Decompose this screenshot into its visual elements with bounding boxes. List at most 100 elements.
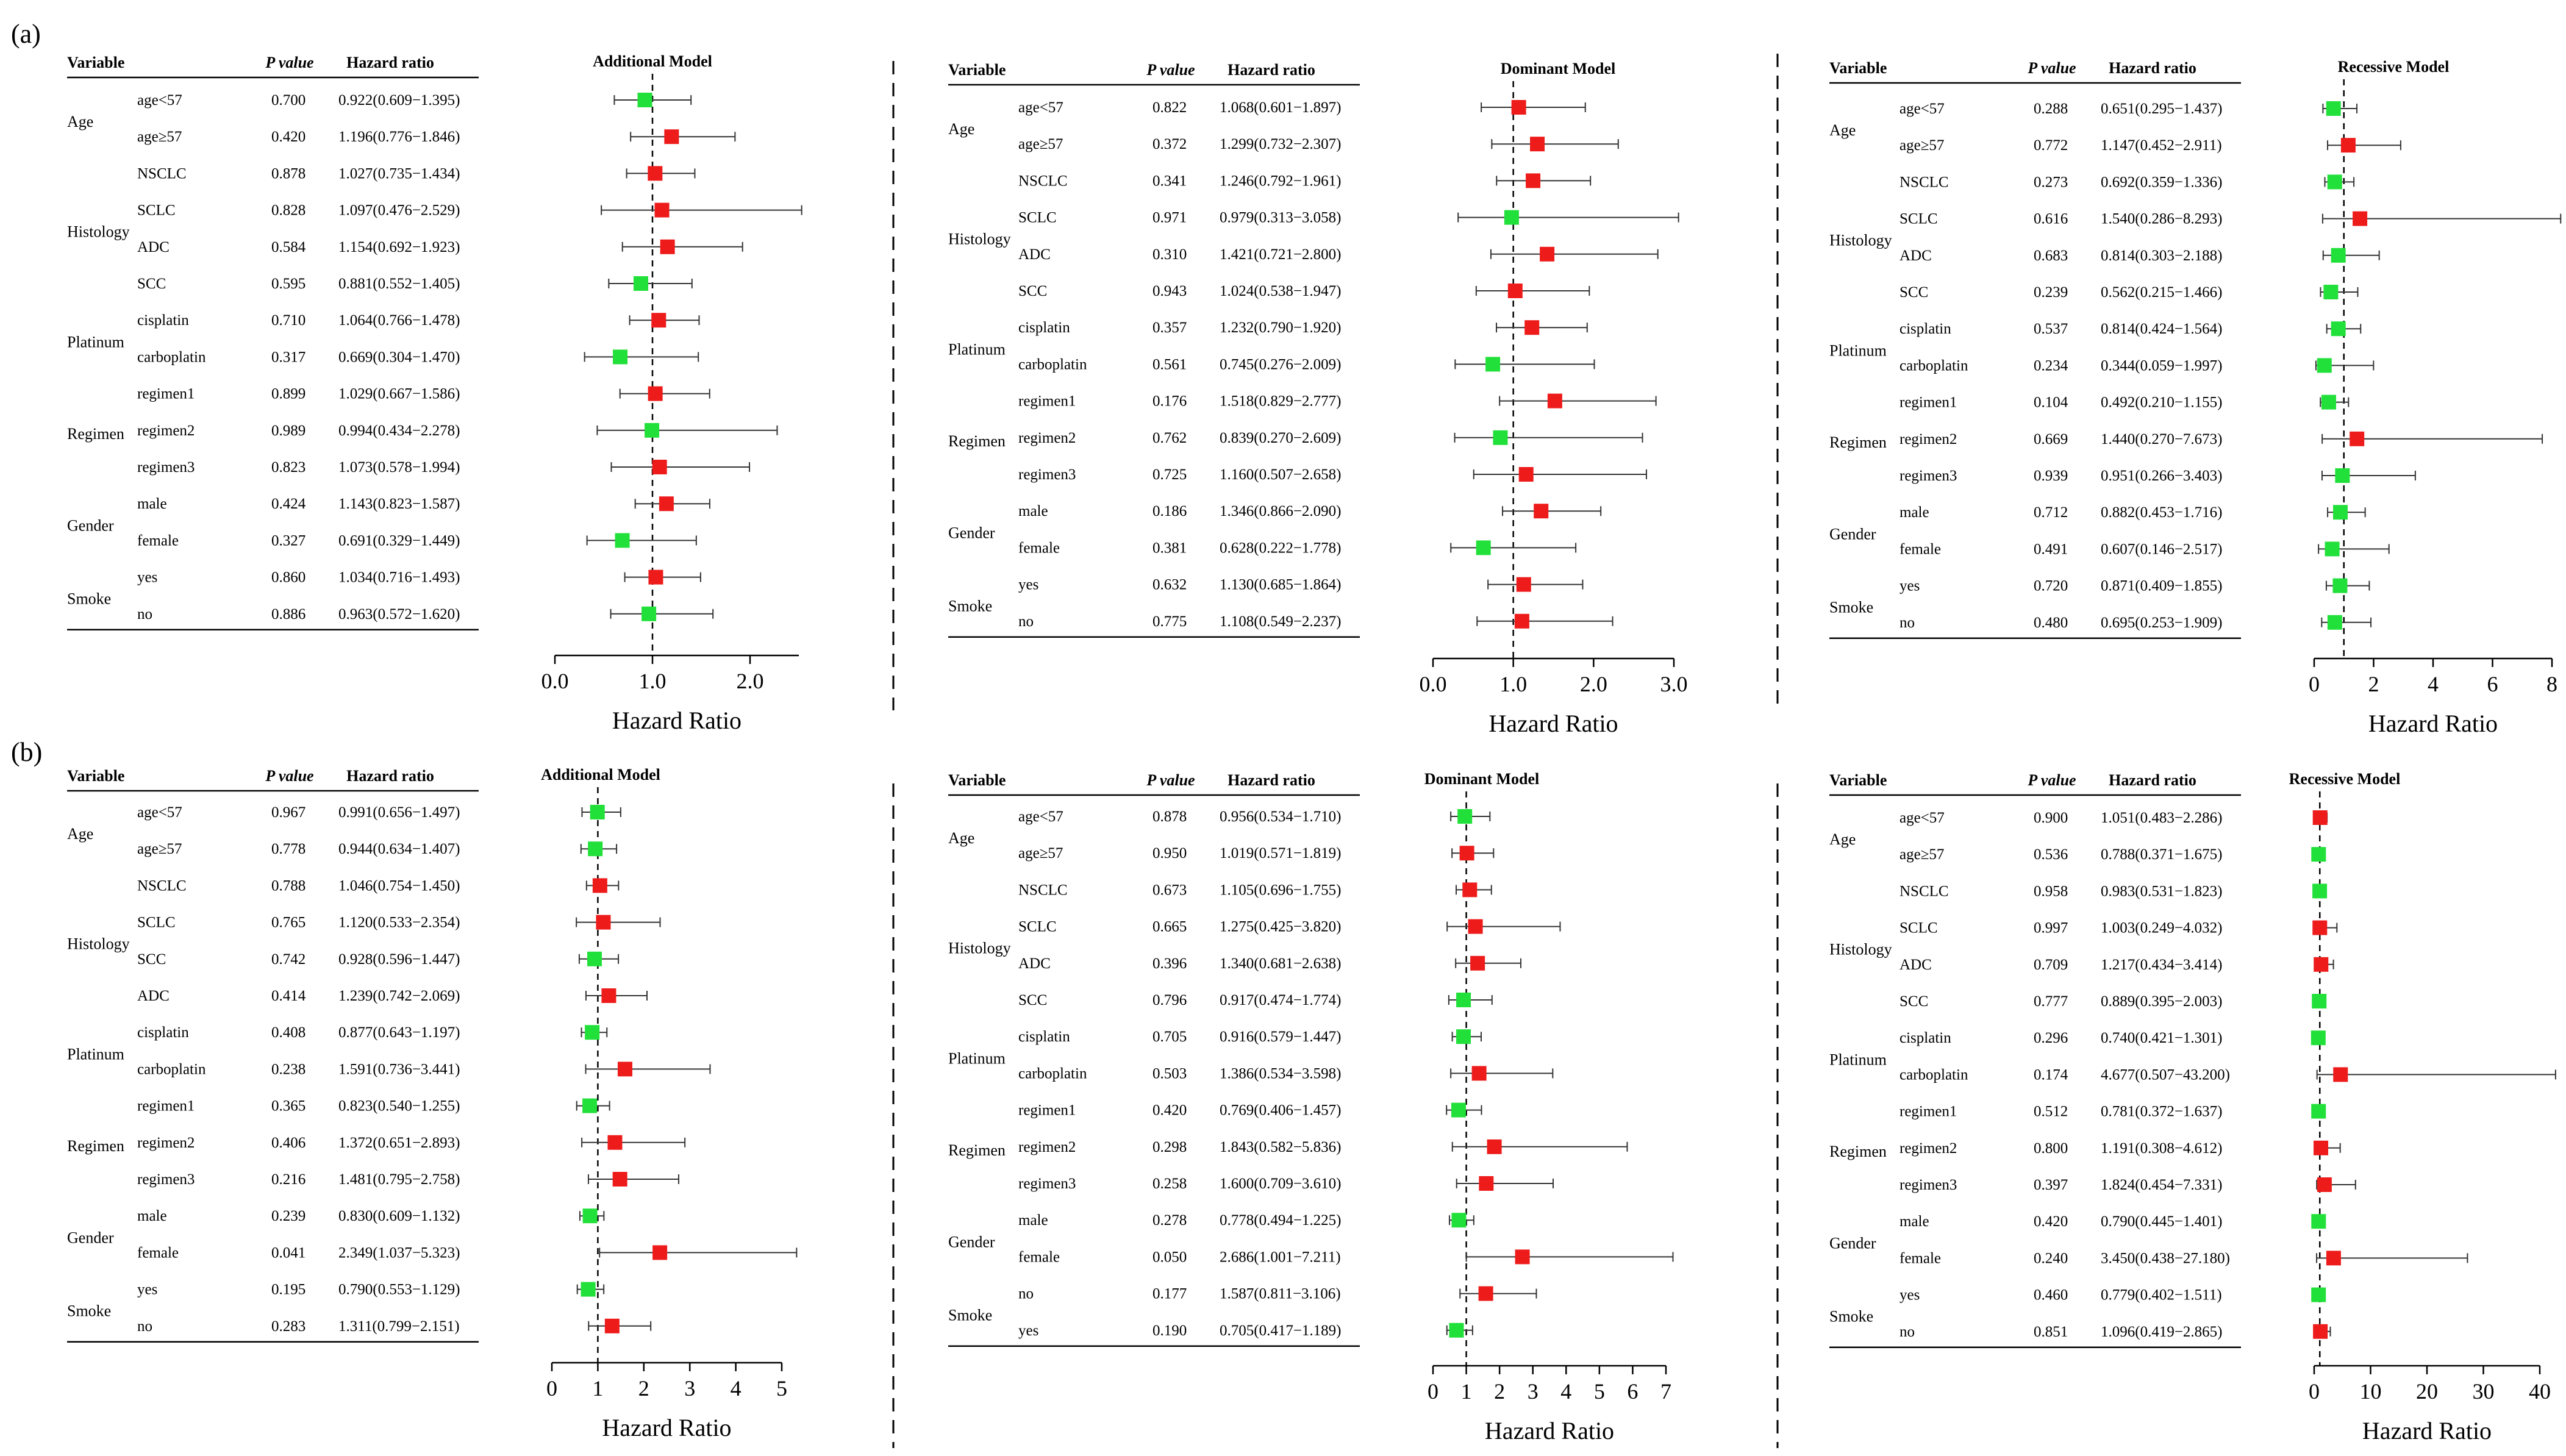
row-hazard-ratio: 1.232(0.790−1.920)	[1220, 319, 1342, 336]
hazard-ratio-point	[582, 1208, 598, 1224]
hazard-ratio-point	[2331, 248, 2346, 263]
row-label: male	[1018, 1212, 1048, 1229]
row-hazard-ratio: 0.740(0.421−1.301)	[2101, 1030, 2223, 1046]
row-p-value: 0.595	[271, 276, 306, 292]
row-p-value: 0.190	[1153, 1322, 1187, 1339]
row-p-value: 0.851	[2034, 1324, 2068, 1340]
group-label: Smoke	[67, 1302, 111, 1320]
group-label: Gender	[67, 516, 114, 534]
row-p-value: 0.258	[1153, 1176, 1187, 1192]
row-hazard-ratio: 0.823(0.540−1.255)	[338, 1098, 460, 1115]
row-p-value: 0.958	[2034, 883, 2068, 899]
hazard-ratio-point	[1468, 919, 1483, 934]
hazard-ratio-point	[1534, 504, 1549, 519]
hazard-ratio-point	[659, 496, 674, 512]
x-tick-label: 2	[1494, 1379, 1505, 1404]
hazard-ratio-point	[2325, 541, 2340, 557]
row-label: male	[1899, 504, 1929, 521]
row-p-value: 0.288	[2034, 101, 2068, 117]
row-label: regimen3	[1018, 466, 1076, 483]
hazard-ratio-point	[1478, 1286, 1493, 1301]
x-axis-label: Hazard Ratio	[2368, 710, 2498, 737]
x-tick-label: 1	[592, 1376, 603, 1401]
row-hazard-ratio: 1.346(0.866−2.090)	[1220, 503, 1342, 519]
row-p-value: 0.762	[1153, 430, 1187, 446]
hazard-ratio-point	[1462, 882, 1478, 898]
x-tick-label: 2	[2368, 672, 2379, 696]
x-tick-label: 4	[1560, 1379, 1571, 1404]
row-p-value: 0.503	[1153, 1065, 1187, 1082]
row-p-value: 0.997	[2034, 920, 2068, 937]
row-p-value: 0.584	[271, 239, 306, 255]
x-tick-label: 1.0	[639, 669, 667, 693]
hazard-ratio-point	[1493, 430, 1508, 445]
row-hazard-ratio: 1.073(0.578−1.994)	[338, 459, 460, 476]
row-p-value: 0.283	[271, 1318, 306, 1335]
row-label: age≥57	[1018, 136, 1063, 152]
row-p-value: 0.709	[2034, 957, 2068, 973]
hazard-ratio-point	[2332, 505, 2348, 520]
column-header-hazard-ratio: Hazard ratio	[2109, 59, 2196, 77]
row-label: regimen3	[1899, 1177, 1957, 1193]
x-tick-label: 0.0	[1420, 672, 1447, 696]
x-tick-label: 7	[1660, 1379, 1671, 1404]
row-label: NSCLC	[1018, 173, 1068, 189]
hazard-ratio-point	[2323, 285, 2339, 299]
hazard-ratio-point	[2321, 394, 2336, 410]
row-label: NSCLC	[1899, 883, 1949, 899]
row-hazard-ratio: 1.105(0.696−1.755)	[1220, 882, 1342, 898]
row-hazard-ratio: 0.562(0.215−1.466)	[2101, 284, 2223, 301]
row-p-value: 0.298	[1153, 1139, 1187, 1155]
x-tick-label: 4	[731, 1376, 742, 1401]
group-label: Age	[948, 829, 974, 847]
group-label: Gender	[1829, 525, 1876, 543]
row-label: cisplatin	[1899, 321, 1951, 337]
hazard-ratio-point	[2312, 810, 2328, 825]
row-p-value: 0.296	[2034, 1030, 2068, 1046]
x-tick-label: 20	[2416, 1379, 2438, 1404]
column-header-variable: Variable	[1829, 771, 1887, 789]
row-p-value: 0.900	[2034, 810, 2068, 826]
hazard-ratio-point	[585, 1025, 600, 1040]
group-label: Age	[67, 825, 93, 843]
row-hazard-ratio: 0.814(0.303−2.188)	[2101, 248, 2223, 264]
row-hazard-ratio: 1.481(0.795−2.758)	[338, 1171, 460, 1188]
row-label: regimen1	[1899, 394, 1957, 411]
row-hazard-ratio: 1.046(0.754−1.450)	[338, 877, 460, 894]
hazard-ratio-point	[1476, 540, 1491, 555]
row-p-value: 0.683	[2034, 248, 2068, 264]
row-label: age≥57	[137, 129, 182, 145]
column-header-p-value: P value	[1146, 61, 1195, 79]
row-label: age≥57	[1018, 845, 1063, 862]
row-hazard-ratio: 0.983(0.531−1.823)	[2101, 883, 2223, 899]
x-tick-label: 0	[2309, 1379, 2320, 1404]
hazard-ratio-point	[1471, 1066, 1487, 1081]
row-hazard-ratio: 0.745(0.276−2.009)	[1220, 356, 1342, 373]
row-p-value: 0.720	[2034, 578, 2068, 594]
row-label: age≥57	[1899, 846, 1944, 863]
row-label: female	[1018, 1249, 1060, 1265]
group-label: Platinum	[948, 340, 1006, 358]
group-label: Regimen	[1829, 434, 1887, 451]
hazard-ratio-point	[1449, 1322, 1464, 1338]
group-label: Age	[948, 120, 974, 138]
row-p-value: 0.480	[2034, 615, 2068, 631]
row-p-value: 0.420	[1153, 1102, 1187, 1119]
forest-block-p0-m2: Variable P value Hazard ratio Age Histology P…	[1829, 58, 2562, 737]
hazard-ratio-point	[1479, 1176, 1494, 1191]
row-hazard-ratio: 1.196(0.776−1.846)	[338, 129, 460, 145]
row-label: regimen2	[137, 423, 195, 439]
row-p-value: 0.408	[271, 1024, 306, 1041]
row-hazard-ratio: 1.824(0.454−7.331)	[2101, 1177, 2223, 1193]
row-hazard-ratio: 1.311(0.799−2.151)	[338, 1318, 460, 1335]
row-p-value: 0.899	[271, 386, 306, 402]
hazard-ratio-point	[1547, 393, 1562, 409]
x-tick-label: 2	[638, 1376, 649, 1401]
x-tick-label: 0.0	[541, 669, 569, 693]
row-label: no	[1018, 613, 1034, 630]
hazard-ratio-point	[2317, 1177, 2332, 1192]
row-label: NSCLC	[137, 165, 187, 182]
hazard-ratio-point	[2353, 211, 2368, 226]
row-label: carboplatin	[1899, 1066, 1968, 1083]
group-label: Smoke	[1829, 1308, 1873, 1326]
